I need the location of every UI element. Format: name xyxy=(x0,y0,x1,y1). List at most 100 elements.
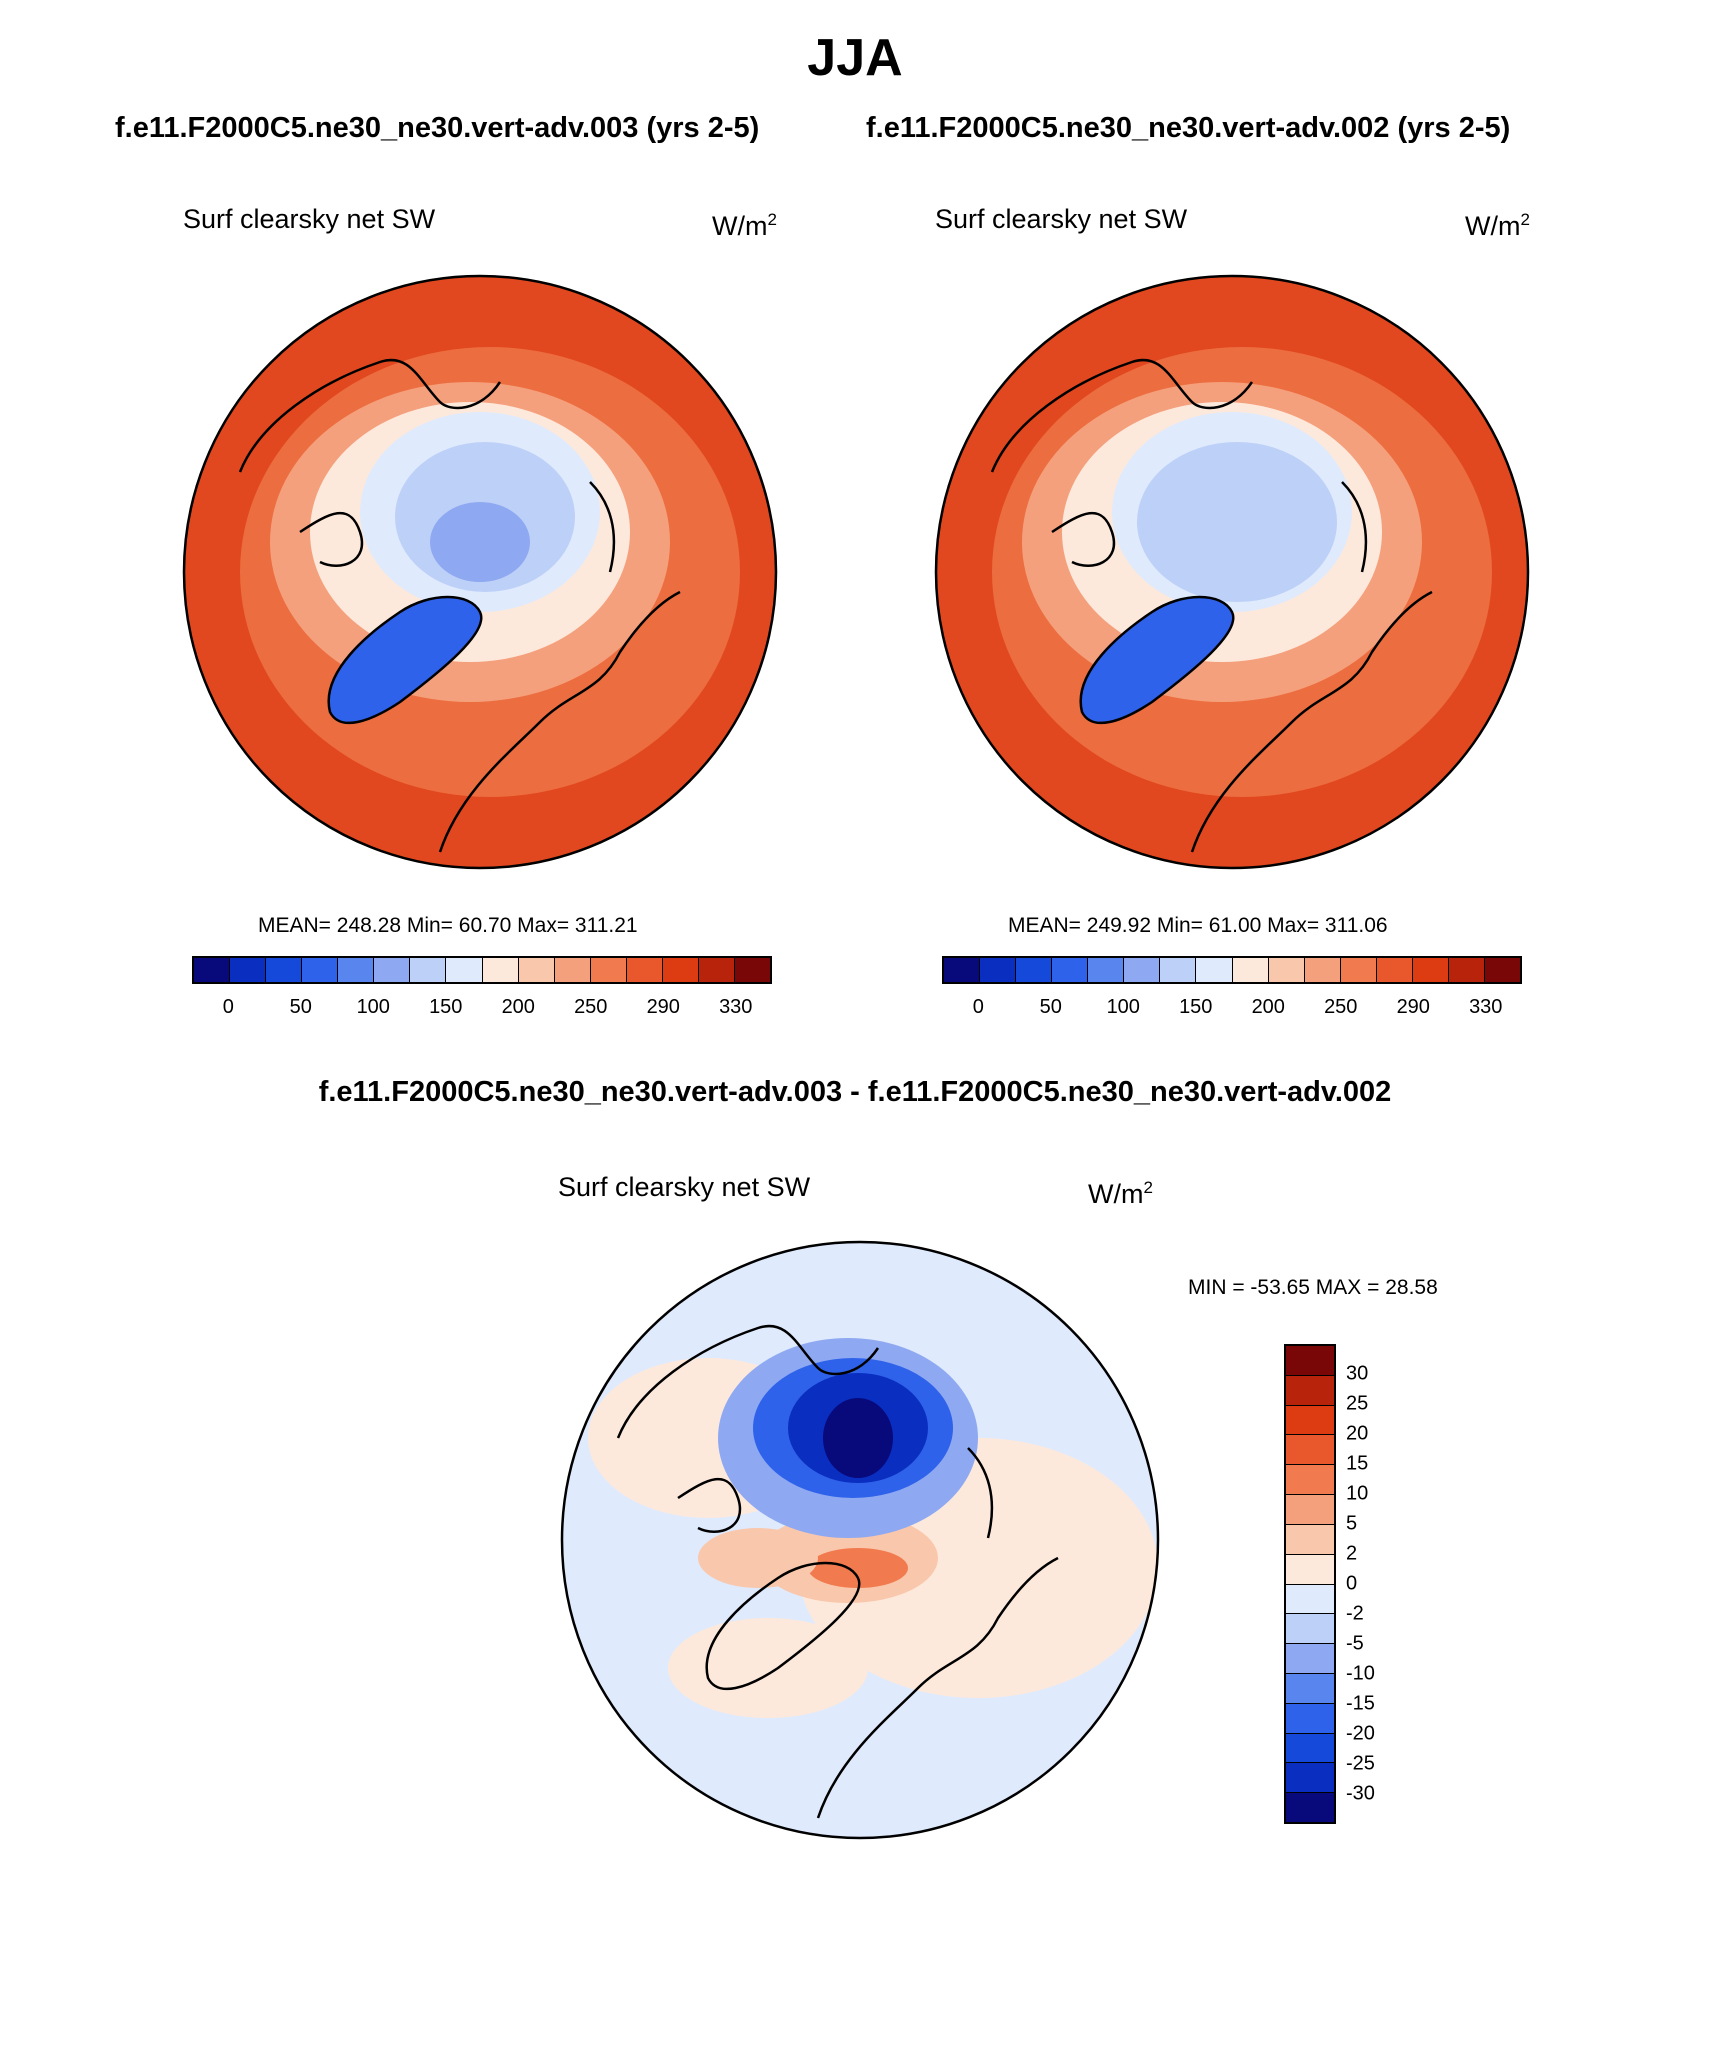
colorbar-box xyxy=(1286,1495,1334,1525)
polar-map-difference xyxy=(560,1240,1160,1840)
colorbar-tick-label: 150 xyxy=(429,996,463,1018)
colorbar-box xyxy=(1196,958,1233,982)
diff-unit: W/m2 xyxy=(1088,1178,1153,1209)
map-field-ice-mid xyxy=(1137,442,1337,602)
colorbar-box xyxy=(194,958,231,982)
panel-b-unit: W/m2 xyxy=(1465,210,1530,241)
colorbar-box xyxy=(554,958,591,982)
colorbar-box xyxy=(1286,1733,1334,1764)
colorbar-tick-label: 330 xyxy=(719,996,753,1018)
colorbar-box xyxy=(1088,958,1125,982)
colorbar-tick-label: 100 xyxy=(1106,996,1140,1018)
coastlines-b xyxy=(990,358,1433,853)
colorbar-tick-label: -2 xyxy=(1346,1602,1364,1625)
colorbar-box xyxy=(446,958,483,982)
colorbar-box xyxy=(266,958,303,982)
colorbar-box xyxy=(338,958,375,982)
colorbar-tick-label: 50 xyxy=(1039,996,1062,1018)
colorbar-box xyxy=(1124,958,1161,982)
diff-variable: Surf clearsky net SW xyxy=(558,1172,811,1202)
colorbar-box xyxy=(1286,1763,1334,1794)
panel-b-variable: Surf clearsky net SW xyxy=(935,204,1188,234)
colorbar-tick-label: 30 xyxy=(1346,1362,1369,1385)
panel-a-unit: W/m2 xyxy=(712,210,777,241)
case-a-title: f.e11.F2000C5.ne30_ne30.vert-adv.003 (yr… xyxy=(115,112,760,144)
colorbar-box xyxy=(1286,1793,1334,1822)
colorbar-tick-label: 290 xyxy=(646,996,680,1018)
colorbar-box xyxy=(1286,1554,1334,1585)
colorbar-box xyxy=(482,958,519,982)
colorbar-box xyxy=(1286,1375,1334,1406)
colorbar-tick-label: 330 xyxy=(1469,996,1503,1018)
panel-a-variable: Surf clearsky net SW xyxy=(183,204,436,234)
colorbar-tick-label: 2 xyxy=(1346,1542,1358,1565)
map-field-warm xyxy=(808,1548,908,1588)
colorbar-box xyxy=(302,958,339,982)
colorbar-tick-label: 20 xyxy=(1346,1422,1369,1445)
colorbar-box xyxy=(1376,958,1413,982)
map-field-greenland xyxy=(328,597,482,723)
polar-map-case-a xyxy=(182,274,778,870)
colorbar-box xyxy=(662,958,699,982)
colorbar-box xyxy=(1286,1584,1334,1615)
map-field-greenland xyxy=(1080,597,1234,723)
colorbar-tick-label: -15 xyxy=(1346,1692,1375,1715)
colorbar-tick-label: 250 xyxy=(574,996,608,1018)
colorbar-box xyxy=(1340,958,1377,982)
colorbar-tick-label: 200 xyxy=(501,996,535,1018)
colorbar-box xyxy=(374,958,411,982)
coastlines-a xyxy=(238,358,681,853)
colorbar-tick-label: 100 xyxy=(356,996,390,1018)
coastlines-diff xyxy=(616,1324,1059,1819)
colorbar-tick-label: 50 xyxy=(289,996,312,1018)
colorbar-box xyxy=(944,958,981,982)
colorbar-case-b xyxy=(942,956,1522,984)
colorbar-box xyxy=(1232,958,1269,982)
colorbar-tick-label: 0 xyxy=(222,996,234,1018)
diff-stats: MIN = -53.65 MAX = 28.58 xyxy=(1188,1276,1438,1299)
case-b-title: f.e11.F2000C5.ne30_ne30.vert-adv.002 (yr… xyxy=(866,112,1511,144)
colorbar-box xyxy=(1286,1614,1334,1645)
colorbar-box xyxy=(1286,1465,1334,1496)
map-field-warm xyxy=(698,1528,818,1588)
colorbar-tick-label: -30 xyxy=(1346,1782,1375,1805)
colorbar-box xyxy=(1160,958,1197,982)
panel-b-stats: MEAN= 249.92 Min= 61.00 Max= 311.06 xyxy=(1008,914,1388,937)
colorbar-box xyxy=(590,958,627,982)
colorbar-tick-label: 15 xyxy=(1346,1452,1369,1475)
colorbar-box xyxy=(1286,1703,1334,1734)
colorbar-box xyxy=(1268,958,1305,982)
diff-title: f.e11.F2000C5.ne30_ne30.vert-adv.003 - f… xyxy=(318,1076,1392,1108)
panel-a-stats: MEAN= 248.28 Min= 60.70 Max= 311.21 xyxy=(258,914,638,937)
colorbar-box xyxy=(698,958,735,982)
colorbar-tick-label: 25 xyxy=(1346,1392,1369,1415)
colorbar-box xyxy=(230,958,267,982)
colorbar-box xyxy=(1286,1405,1334,1436)
colorbar-tick-label: 0 xyxy=(972,996,984,1018)
colorbar-tick-label: 200 xyxy=(1251,996,1285,1018)
map-field-cold xyxy=(823,1398,893,1478)
map-field-warm xyxy=(668,1618,868,1718)
colorbar-tick-label: 250 xyxy=(1324,996,1358,1018)
colorbar-box xyxy=(1286,1673,1334,1704)
colorbar-case-a xyxy=(192,956,772,984)
polar-map-case-b xyxy=(934,274,1530,870)
colorbar-box xyxy=(1016,958,1053,982)
colorbar-tick-label: 290 xyxy=(1396,996,1430,1018)
colorbar-tick-label: -25 xyxy=(1346,1752,1375,1775)
colorbar-tick-label: -20 xyxy=(1346,1722,1375,1745)
colorbar-box xyxy=(1286,1644,1334,1674)
colorbar-box xyxy=(980,958,1017,982)
colorbar-box xyxy=(1052,958,1089,982)
colorbar-box xyxy=(1304,958,1341,982)
colorbar-difference xyxy=(1284,1344,1336,1824)
colorbar-box xyxy=(734,958,770,982)
colorbar-box xyxy=(1412,958,1449,982)
colorbar-box xyxy=(1286,1435,1334,1466)
colorbar-tick-label: -10 xyxy=(1346,1662,1375,1685)
map-field-ice-blue xyxy=(430,502,530,582)
colorbar-tick-label: 150 xyxy=(1179,996,1213,1018)
colorbar-box xyxy=(518,958,555,982)
colorbar-box xyxy=(1484,958,1520,982)
colorbar-box xyxy=(1448,958,1485,982)
